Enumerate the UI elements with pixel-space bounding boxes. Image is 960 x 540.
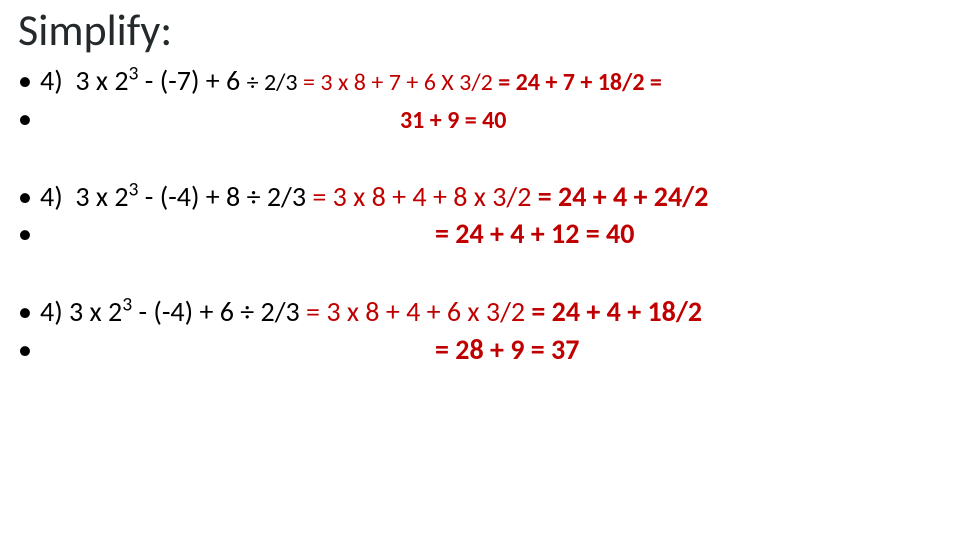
bullet-icon: • <box>18 215 40 253</box>
expansion-red: = 3 x 8 + 4 + 8 x 3/2 <box>312 179 537 214</box>
problem-block: •4) 3 x 23 - (-4) + 8 ÷ 2/3 = 3 x 8 + 4 … <box>18 178 942 254</box>
result-red-bold: = 24 + 4 + 18/2 <box>531 294 702 329</box>
page-title: Simplify: <box>18 8 942 52</box>
problem-block: •4) 3 x 23 - (-4) + 6 ÷ 2/3 = 3 x 8 + 4 … <box>18 293 942 369</box>
expression-black: 3 x 23 - (-4) + 6 ÷ 2/3 <box>69 294 306 329</box>
problem-number: 4) <box>40 294 63 329</box>
line2-red: = 24 + 4 + 12 = 40 <box>435 216 634 251</box>
expression-line: •4) 3 x 23 - (-7) + 6 ÷ 2/3 = 3 x 8 + 7 … <box>18 62 942 100</box>
bullet-icon: • <box>18 178 40 216</box>
line2-red: = 28 + 9 = 37 <box>435 332 579 367</box>
continuation-line: • 31 + 9 = 40 <box>18 100 942 138</box>
expansion-red: = 3 x 8 + 4 + 6 x 3/2 <box>306 294 531 329</box>
line2-red: 31 + 9 = 40 <box>400 106 506 135</box>
expression-small: ÷ 2/3 <box>247 68 303 97</box>
expression-black: 3 x 23 - (-7) + 6 <box>75 63 246 98</box>
problem-number: 4) <box>40 179 63 214</box>
bullet-icon: • <box>18 331 40 369</box>
expression-black: 3 x 23 - (-4) + 8 ÷ 2/3 <box>75 179 312 214</box>
problem-block: •4) 3 x 23 - (-7) + 6 ÷ 2/3 = 3 x 8 + 7 … <box>18 62 942 138</box>
expression-line: •4) 3 x 23 - (-4) + 6 ÷ 2/3 = 3 x 8 + 4 … <box>18 293 942 331</box>
bullet-icon: • <box>18 293 40 331</box>
slide: Simplify: •4) 3 x 23 - (-7) + 6 ÷ 2/3 = … <box>0 0 960 540</box>
result-red-bold: = 24 + 4 + 24/2 <box>538 179 709 214</box>
continuation-line: • = 24 + 4 + 12 = 40 <box>18 215 942 253</box>
continuation-line: • = 28 + 9 = 37 <box>18 331 942 369</box>
problem-number: 4) <box>40 63 63 98</box>
bullet-icon: • <box>18 100 40 138</box>
expansion-red: = 3 x 8 + 7 + 6 X 3/2 <box>303 68 498 97</box>
expression-line: •4) 3 x 23 - (-4) + 8 ÷ 2/3 = 3 x 8 + 4 … <box>18 178 942 216</box>
bullet-icon: • <box>18 62 40 100</box>
result-red-bold: = 24 + 7 + 18/2 = <box>498 68 662 97</box>
